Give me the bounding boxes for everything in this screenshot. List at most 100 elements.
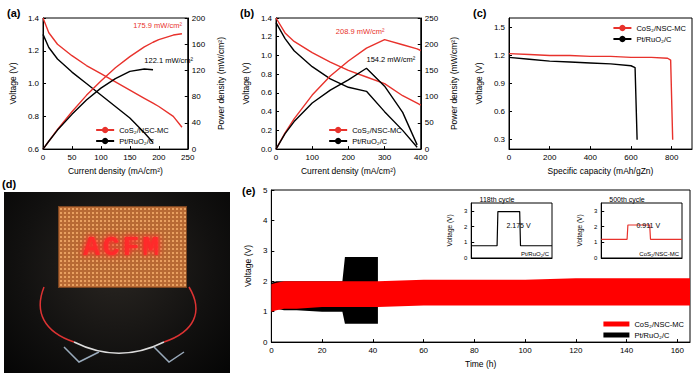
svg-text:Voltage (V): Voltage (V) <box>446 214 454 246</box>
svg-text:(e): (e) <box>242 185 256 197</box>
svg-text:0.6: 0.6 <box>28 145 40 154</box>
svg-text:3: 3 <box>464 208 468 214</box>
svg-text:Pt/RuO₂/C: Pt/RuO₂/C <box>521 251 550 257</box>
svg-text:Time (h): Time (h) <box>465 359 496 369</box>
svg-text:0.0: 0.0 <box>261 145 273 154</box>
svg-text:0.9: 0.9 <box>494 79 506 88</box>
svg-text:800: 800 <box>665 153 679 162</box>
svg-text:Voltage (V): Voltage (V) <box>576 214 584 246</box>
svg-text:1.2: 1.2 <box>261 32 273 41</box>
svg-text:1: 1 <box>263 307 268 316</box>
svg-text:2: 2 <box>263 277 268 286</box>
svg-text:0: 0 <box>41 153 46 162</box>
svg-text:Current density (mA/cm²): Current density (mA/cm²) <box>68 166 163 176</box>
svg-text:0: 0 <box>507 153 512 162</box>
svg-text:140: 140 <box>620 346 634 355</box>
svg-text:500th cycle: 500th cycle <box>609 196 645 204</box>
svg-text:40: 40 <box>368 346 377 355</box>
svg-text:0: 0 <box>594 255 598 261</box>
svg-text:1.4: 1.4 <box>28 14 40 23</box>
svg-text:4: 4 <box>263 216 268 225</box>
svg-text:0.6: 0.6 <box>261 88 273 97</box>
svg-text:175.9 mW/cm²: 175.9 mW/cm² <box>133 21 182 30</box>
svg-text:160: 160 <box>192 40 206 49</box>
svg-text:200: 200 <box>192 14 206 23</box>
svg-text:40: 40 <box>192 118 201 127</box>
svg-text:1.0: 1.0 <box>28 79 40 88</box>
svg-text:120: 120 <box>192 66 206 75</box>
svg-text:1: 1 <box>464 239 468 245</box>
svg-text:Pt/RuO₂/C: Pt/RuO₂/C <box>636 35 672 44</box>
svg-text:200: 200 <box>543 153 557 162</box>
svg-text:CoS₂/NSC-MC: CoS₂/NSC-MC <box>639 251 679 257</box>
svg-text:20: 20 <box>318 346 327 355</box>
svg-text:0: 0 <box>269 346 274 355</box>
svg-text:1.5: 1.5 <box>494 23 506 32</box>
svg-text:200: 200 <box>342 153 356 162</box>
svg-text:(c): (c) <box>473 7 487 19</box>
svg-text:80: 80 <box>192 92 201 101</box>
svg-text:208.9 mW/cm²: 208.9 mW/cm² <box>336 27 385 36</box>
svg-text:0.6: 0.6 <box>494 107 506 116</box>
svg-text:Voltage (V): Voltage (V) <box>474 62 484 104</box>
svg-text:250: 250 <box>425 14 439 23</box>
svg-text:122.1 mW/cm²: 122.1 mW/cm² <box>144 56 193 65</box>
svg-text:5: 5 <box>263 186 268 195</box>
svg-text:0.8: 0.8 <box>28 112 40 121</box>
svg-text:150: 150 <box>123 153 137 162</box>
svg-text:(a): (a) <box>7 7 21 19</box>
svg-text:0: 0 <box>263 338 268 347</box>
svg-text:1.2: 1.2 <box>494 51 506 60</box>
svg-text:3: 3 <box>263 246 268 255</box>
svg-text:0: 0 <box>464 255 468 261</box>
svg-text:Voltage (V): Voltage (V) <box>241 62 251 104</box>
svg-text:400: 400 <box>414 153 428 162</box>
svg-text:50: 50 <box>68 153 77 162</box>
svg-text:2: 2 <box>464 224 468 230</box>
svg-text:200: 200 <box>425 40 439 49</box>
svg-text:0.2: 0.2 <box>261 126 273 135</box>
svg-text:0.3: 0.3 <box>494 135 506 144</box>
svg-text:2.175 V: 2.175 V <box>506 222 530 229</box>
svg-text:118th cycle: 118th cycle <box>480 196 515 204</box>
svg-text:0.4: 0.4 <box>261 107 273 116</box>
svg-text:Pt/RuO₂/C: Pt/RuO₂/C <box>352 137 388 146</box>
svg-text:Power density (mW/cm²): Power density (mW/cm²) <box>216 37 226 130</box>
svg-text:1: 1 <box>594 239 598 245</box>
svg-text:100: 100 <box>94 153 108 162</box>
svg-text:400: 400 <box>584 153 598 162</box>
svg-text:Pt/RuO₂/C: Pt/RuO₂/C <box>634 331 670 340</box>
svg-text:CoS₂/NSC-MC: CoS₂/NSC-MC <box>352 126 402 135</box>
svg-text:150: 150 <box>425 66 439 75</box>
svg-text:CoS₂/NSC-MC: CoS₂/NSC-MC <box>634 320 684 329</box>
svg-text:250: 250 <box>181 153 195 162</box>
svg-text:Voltage (V): Voltage (V) <box>243 245 253 287</box>
svg-text:Specific capacity (mAh/gZn): Specific capacity (mAh/gZn) <box>548 166 654 176</box>
svg-text:Voltage (V): Voltage (V) <box>8 62 18 104</box>
svg-text:600: 600 <box>624 153 638 162</box>
svg-text:154.2 mW/cm²: 154.2 mW/cm² <box>366 55 415 64</box>
svg-text:1.4: 1.4 <box>261 14 273 23</box>
svg-text:1.2: 1.2 <box>28 46 40 55</box>
svg-text:80: 80 <box>470 346 479 355</box>
svg-text:50: 50 <box>425 118 434 127</box>
svg-text:160: 160 <box>671 346 685 355</box>
svg-text:Pt/RuO₂/C: Pt/RuO₂/C <box>119 137 155 146</box>
svg-text:0: 0 <box>274 153 279 162</box>
svg-text:Current density (mA/cm²): Current density (mA/cm²) <box>301 166 396 176</box>
svg-text:100: 100 <box>425 92 439 101</box>
svg-text:200: 200 <box>152 153 166 162</box>
svg-text:100: 100 <box>306 153 320 162</box>
svg-text:300: 300 <box>378 153 392 162</box>
svg-text:(b): (b) <box>240 7 254 19</box>
svg-text:120: 120 <box>569 346 583 355</box>
svg-text:0.8: 0.8 <box>261 70 273 79</box>
svg-text:CoS₂/NSC-MC: CoS₂/NSC-MC <box>636 24 686 33</box>
svg-text:0.911 V: 0.911 V <box>636 222 660 229</box>
svg-text:Power density (mW/cm²): Power density (mW/cm²) <box>449 37 459 130</box>
svg-text:CoS₂/NSC-MC: CoS₂/NSC-MC <box>119 126 169 135</box>
svg-text:1.0: 1.0 <box>261 51 273 60</box>
svg-text:3: 3 <box>594 208 598 214</box>
svg-text:2: 2 <box>594 224 598 230</box>
svg-text:100: 100 <box>518 346 532 355</box>
